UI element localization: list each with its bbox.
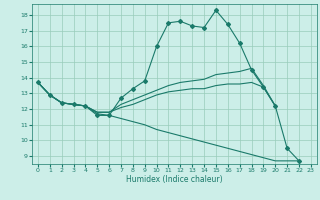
X-axis label: Humidex (Indice chaleur): Humidex (Indice chaleur)	[126, 175, 223, 184]
